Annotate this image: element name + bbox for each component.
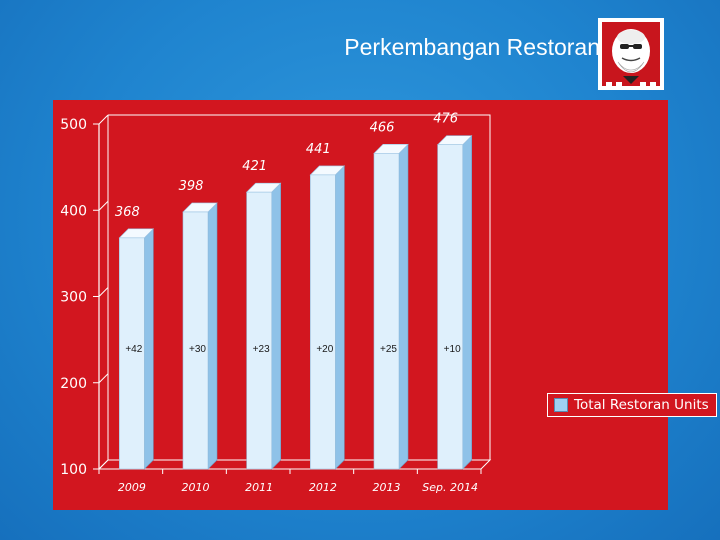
- bar-value-label: 368: [115, 205, 140, 220]
- bar-value-label: 466: [370, 120, 395, 135]
- legend-label: Total Restoran Units: [574, 397, 709, 413]
- y-tick-label: 400: [60, 203, 87, 219]
- bar-side: [462, 134, 472, 470]
- bar: [373, 153, 400, 470]
- chart-panel: 100 200 300 400 500 368 +42 2009 398 +30 2010 421 +2…: [53, 100, 717, 510]
- slide-title: Perkembangan Restoran: [344, 34, 600, 60]
- bar-value-label: 476: [433, 112, 458, 127]
- y-tick-label: 300: [60, 290, 87, 306]
- y-tick-depth: [98, 114, 109, 125]
- chart-floor: [97, 459, 492, 470]
- bar-value-label: 398: [179, 179, 204, 194]
- x-tick-label: 2011: [245, 481, 273, 494]
- bar-side: [398, 143, 409, 470]
- bar: [119, 237, 145, 470]
- bar: [437, 144, 463, 470]
- y-tick-label: 500: [60, 117, 87, 133]
- y-tick-label: 200: [60, 376, 87, 392]
- growth-label: +42: [125, 344, 142, 355]
- colonel-sanders-logo-icon: [598, 18, 664, 90]
- chart-back-wall: [108, 114, 491, 460]
- y-tick-label: 100: [60, 462, 87, 478]
- legend-swatch: [554, 398, 568, 412]
- y-tick-depth: [98, 459, 109, 470]
- chart-legend: Total Restoran Units: [547, 393, 717, 417]
- x-tick-label: 2010: [182, 481, 210, 494]
- bar-side: [144, 228, 154, 470]
- growth-label: +20: [316, 344, 333, 355]
- x-tick-label: Sep. 2014: [422, 481, 478, 494]
- bar-side: [335, 165, 345, 470]
- x-tick-label: 2013: [373, 481, 401, 494]
- bar-side: [207, 202, 218, 470]
- y-tick-depth: [98, 287, 109, 297]
- x-tick-label: 2009: [118, 481, 146, 494]
- growth-label: +30: [189, 344, 206, 355]
- bar: [182, 211, 209, 470]
- x-tick-label: 2012: [309, 481, 337, 494]
- growth-label: +25: [380, 344, 397, 355]
- y-tick-depth: [98, 373, 109, 384]
- bar-side: [271, 182, 281, 470]
- growth-label: +23: [253, 344, 270, 355]
- y-tick-depth: [98, 200, 109, 211]
- bar: [246, 191, 272, 470]
- growth-label: +10: [444, 344, 461, 355]
- bar-value-label: 421: [242, 159, 267, 174]
- bar-value-label: 441: [306, 142, 331, 157]
- bar: [310, 174, 336, 470]
- bar-chart: 100 200 300 400 500 368 +42 2009 398 +30 2010 421 +2…: [60, 112, 492, 494]
